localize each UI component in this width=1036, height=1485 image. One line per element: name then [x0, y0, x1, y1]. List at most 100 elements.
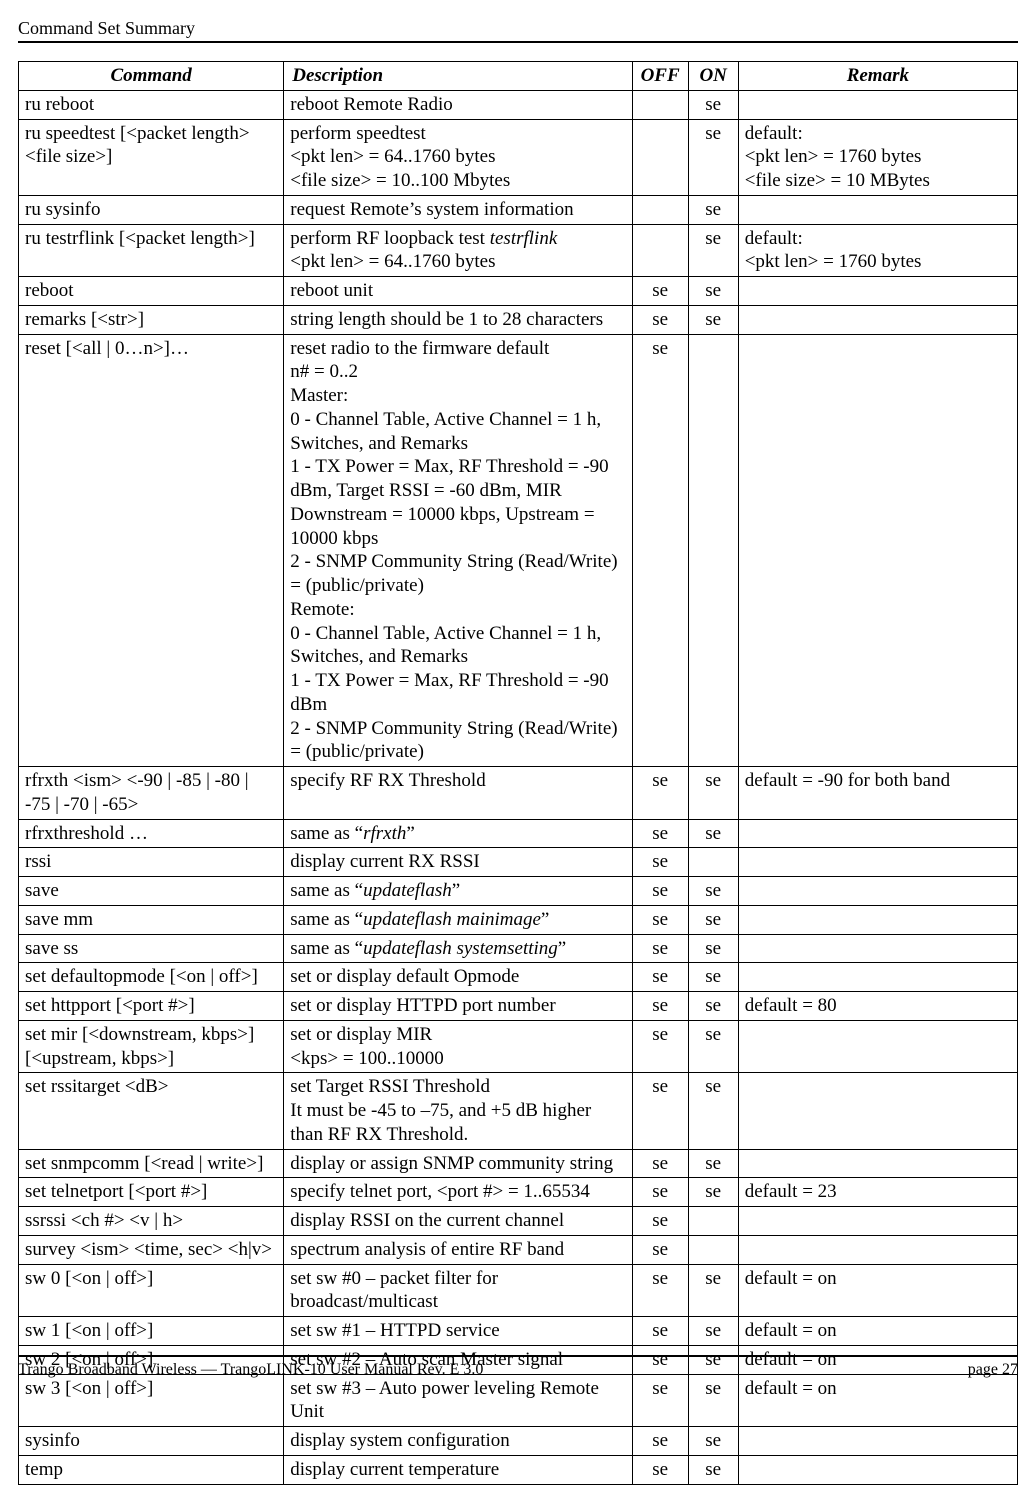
cell-remark	[738, 963, 1017, 992]
table-row: ssrssi <ch #> <v | h>display RSSI on the…	[19, 1207, 1018, 1236]
table-row: save sssame as “updateflash systemsettin…	[19, 934, 1018, 963]
cell-description: request Remote’s system information	[284, 195, 632, 224]
cell-remark	[738, 819, 1017, 848]
page-footer: Trango Broadband Wireless — TrangoLINK-1…	[18, 1355, 1018, 1379]
cell-off: se	[632, 277, 688, 306]
cell-remark: default = 80	[738, 992, 1017, 1021]
table-header-row: Command Description OFF ON Remark	[19, 62, 1018, 91]
cell-remark	[738, 305, 1017, 334]
cell-off: se	[632, 848, 688, 877]
cell-command: ru testrflink [<packet length>]	[19, 224, 284, 277]
table-row: set snmpcomm [<read | write>]display or …	[19, 1149, 1018, 1178]
cell-command: temp	[19, 1455, 284, 1484]
table-row: sw 3 [<on | off>]set sw #3 – Auto power …	[19, 1374, 1018, 1427]
cell-on	[688, 848, 738, 877]
cell-remark	[738, 1235, 1017, 1264]
table-row: sysinfodisplay system configurationsese	[19, 1427, 1018, 1456]
cell-on: se	[688, 819, 738, 848]
table-row: set mir [<downstream, kbps>][<upstream, …	[19, 1020, 1018, 1073]
cell-on: se	[688, 1149, 738, 1178]
cell-command: set rssitarget <dB>	[19, 1073, 284, 1149]
cell-off: se	[632, 1427, 688, 1456]
cell-remark	[738, 334, 1017, 767]
cell-description: same as “updateflash systemsetting”	[284, 934, 632, 963]
col-header-off: OFF	[632, 62, 688, 91]
cell-on: se	[688, 905, 738, 934]
col-header-remark: Remark	[738, 62, 1017, 91]
cell-off: se	[632, 1207, 688, 1236]
cell-off: se	[632, 819, 688, 848]
cell-remark: default = -90 for both band	[738, 767, 1017, 820]
cell-on: se	[688, 934, 738, 963]
cell-description: reboot unit	[284, 277, 632, 306]
cell-on	[688, 1207, 738, 1236]
cell-off	[632, 224, 688, 277]
cell-off: se	[632, 334, 688, 767]
cell-description: display RSSI on the current channel	[284, 1207, 632, 1236]
cell-description: string length should be 1 to 28 characte…	[284, 305, 632, 334]
cell-command: rfrxth <ism> <-90 | -85 | -80 | -75 | -7…	[19, 767, 284, 820]
cell-command: rfrxthreshold …	[19, 819, 284, 848]
cell-on: se	[688, 963, 738, 992]
cell-on	[688, 334, 738, 767]
cell-off: se	[632, 1264, 688, 1317]
cell-command: save ss	[19, 934, 284, 963]
table-row: save mmsame as “updateflash mainimage”se…	[19, 905, 1018, 934]
table-row: tempdisplay current temperaturesese	[19, 1455, 1018, 1484]
cell-description: spectrum analysis of entire RF band	[284, 1235, 632, 1264]
cell-remark: default = on	[738, 1374, 1017, 1427]
cell-on: se	[688, 767, 738, 820]
cell-description: display or assign SNMP community string	[284, 1149, 632, 1178]
cell-description: set Target RSSI ThresholdIt must be -45 …	[284, 1073, 632, 1149]
footer-left: Trango Broadband Wireless — TrangoLINK-1…	[18, 1361, 483, 1379]
cell-description: specify telnet port, <port #> = 1..65534	[284, 1178, 632, 1207]
cell-off: se	[632, 1374, 688, 1427]
cell-description: set or display MIR<kps> = 100..10000	[284, 1020, 632, 1073]
cell-off: se	[632, 1149, 688, 1178]
col-header-description: Description	[284, 62, 632, 91]
cell-command: reboot	[19, 277, 284, 306]
cell-description: perform speedtest<pkt len> = 64..1760 by…	[284, 119, 632, 195]
cell-off: se	[632, 1178, 688, 1207]
cell-command: set snmpcomm [<read | write>]	[19, 1149, 284, 1178]
cell-command: ssrssi <ch #> <v | h>	[19, 1207, 284, 1236]
table-row: rfrxth <ism> <-90 | -85 | -80 | -75 | -7…	[19, 767, 1018, 820]
cell-command: rssi	[19, 848, 284, 877]
cell-command: set httpport [<port #>]	[19, 992, 284, 1021]
cell-remark	[738, 877, 1017, 906]
cell-off: se	[632, 305, 688, 334]
cell-off: se	[632, 1317, 688, 1346]
cell-off: se	[632, 767, 688, 820]
cell-description: set or display HTTPD port number	[284, 992, 632, 1021]
cell-on: se	[688, 195, 738, 224]
table-row: set defaultopmode [<on | off>]set or dis…	[19, 963, 1018, 992]
col-header-command: Command	[19, 62, 284, 91]
cell-description: same as “rfrxth”	[284, 819, 632, 848]
cell-command: sw 0 [<on | off>]	[19, 1264, 284, 1317]
cell-remark	[738, 1073, 1017, 1149]
cell-description: perform RF loopback test testrflink<pkt …	[284, 224, 632, 277]
cell-remark	[738, 905, 1017, 934]
cell-description: set sw #0 – packet filter for broadcast/…	[284, 1264, 632, 1317]
footer-right: page 27	[968, 1361, 1018, 1379]
cell-on: se	[688, 1264, 738, 1317]
cell-on: se	[688, 992, 738, 1021]
table-row: rfrxthreshold …same as “rfrxth”sese	[19, 819, 1018, 848]
cell-on: se	[688, 119, 738, 195]
cell-on: se	[688, 305, 738, 334]
cell-description: set sw #1 – HTTPD service	[284, 1317, 632, 1346]
cell-off: se	[632, 905, 688, 934]
cell-off	[632, 119, 688, 195]
cell-off: se	[632, 877, 688, 906]
col-header-on: ON	[688, 62, 738, 91]
cell-command: set mir [<downstream, kbps>][<upstream, …	[19, 1020, 284, 1073]
cell-description: same as “updateflash”	[284, 877, 632, 906]
cell-remark	[738, 1427, 1017, 1456]
cell-on	[688, 1235, 738, 1264]
cell-remark	[738, 1149, 1017, 1178]
cell-off: se	[632, 1073, 688, 1149]
cell-description: specify RF RX Threshold	[284, 767, 632, 820]
table-row: ru testrflink [<packet length>]perform R…	[19, 224, 1018, 277]
table-row: reset [<all | 0…n>]…reset radio to the f…	[19, 334, 1018, 767]
cell-command: remarks [<str>]	[19, 305, 284, 334]
